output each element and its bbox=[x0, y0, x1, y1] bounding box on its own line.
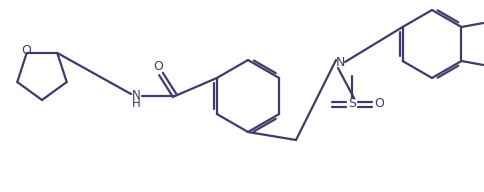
Text: S: S bbox=[348, 98, 355, 111]
Text: H: H bbox=[131, 98, 140, 111]
Text: O: O bbox=[21, 45, 30, 57]
Text: N: N bbox=[131, 89, 140, 103]
Text: O: O bbox=[153, 60, 163, 74]
Text: O: O bbox=[373, 98, 383, 111]
Text: N: N bbox=[334, 55, 344, 69]
